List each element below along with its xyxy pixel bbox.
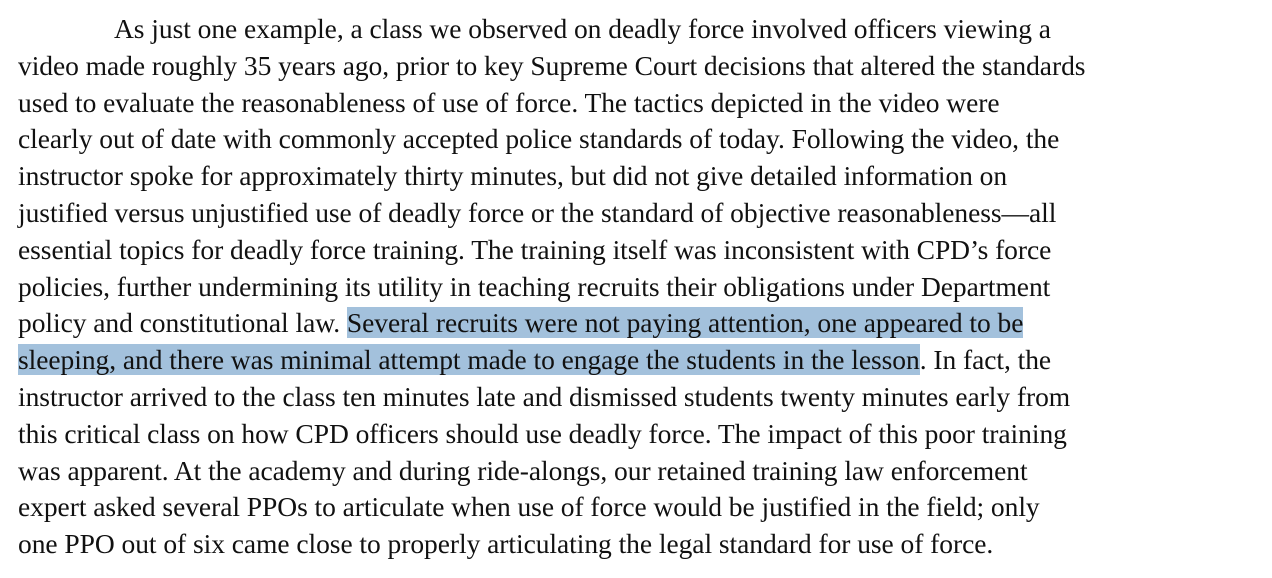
paragraph-line-4: clearly out of date with commonly accept… [18, 123, 1060, 155]
paragraph-line-7: essential topics for deadly force traini… [18, 233, 1052, 265]
paragraph-line-5: instructor spoke for approximately thirt… [18, 160, 1008, 192]
paragraph-line-13: was apparent. At the academy and during … [18, 454, 1028, 486]
line-text: . In fact, the [919, 344, 1052, 376]
paragraph-line-1: As just one example, a class we observed… [114, 13, 1051, 44]
paragraph-line-3: used to evaluate the reasonableness of u… [18, 86, 1000, 118]
paragraph-line-6: justified versus unjustified use of dead… [18, 197, 1057, 228]
paragraph-line-8: policies, further undermining its utilit… [18, 270, 1051, 302]
paragraph-line-11: instructor arrived to the class ten minu… [18, 381, 1071, 412]
paragraph-line-10: sleeping, and there was minimal attempt … [18, 342, 1051, 379]
paragraph-line-14: expert asked several PPOs to articulate … [18, 491, 1040, 523]
paragraph-line-15: one PPO out of six came close to properl… [18, 528, 994, 560]
paragraph-line-9: policy and constitutional law. Several r… [18, 305, 1023, 342]
highlighted-text[interactable]: Several recruits were not paying attenti… [346, 307, 1024, 339]
paragraph-line-12: this critical class on how CPD officers … [18, 417, 1067, 449]
paragraph-line-2: video made roughly 35 years ago, prior t… [18, 49, 1086, 81]
line-text: policy and constitutional law. [18, 307, 347, 339]
highlighted-text[interactable]: sleeping, and there was minimal attempt … [18, 344, 920, 376]
